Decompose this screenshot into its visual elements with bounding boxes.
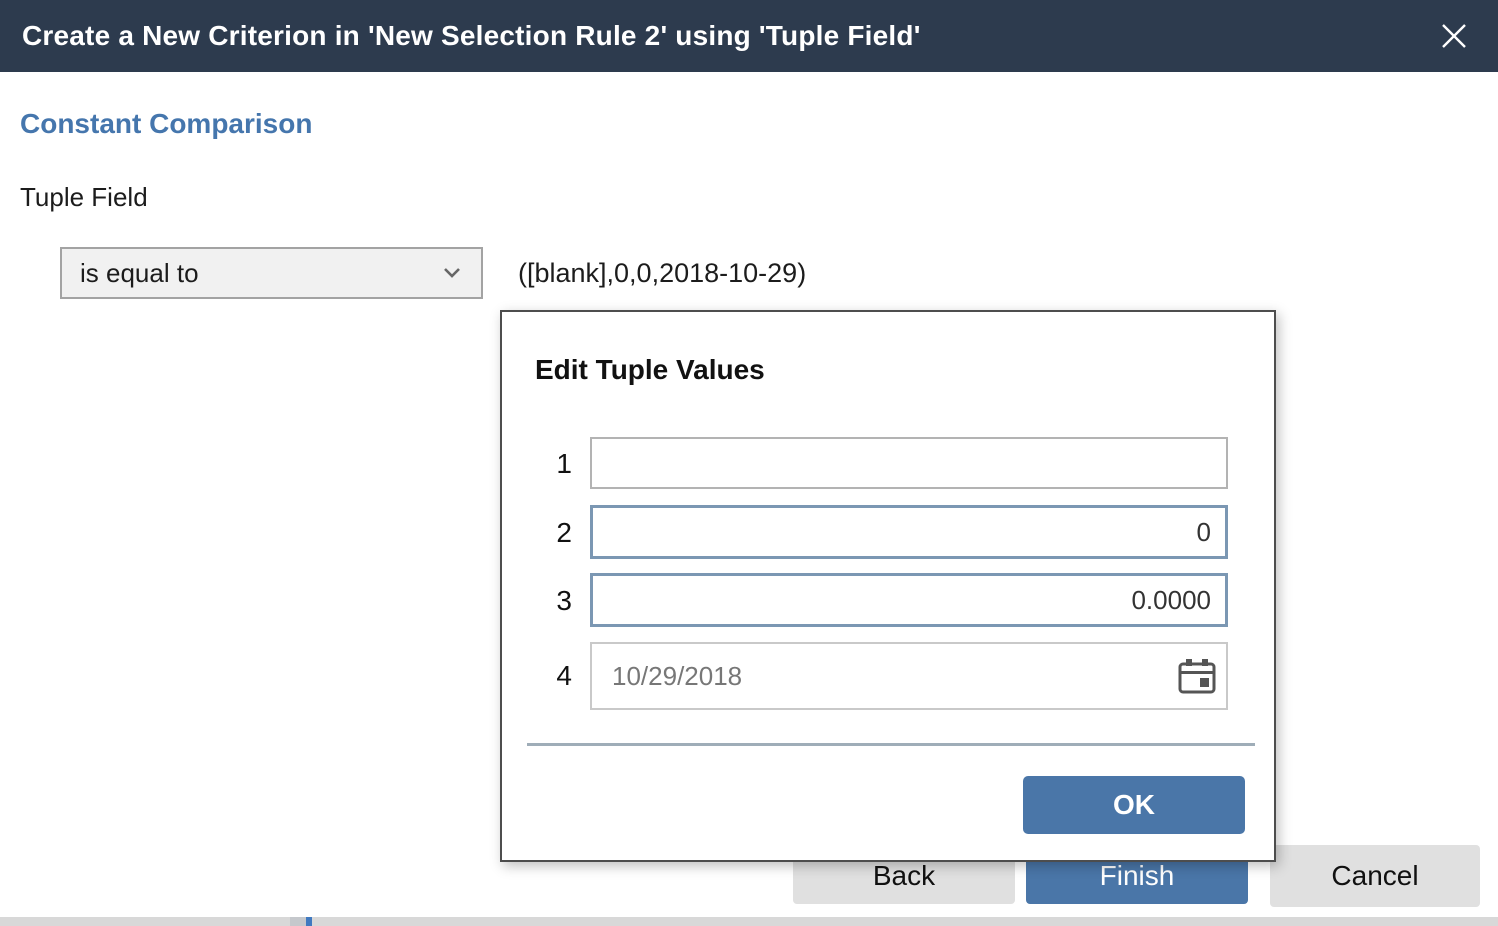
tuple-value-input-3[interactable] xyxy=(590,573,1228,627)
tuple-value-input-1[interactable] xyxy=(590,437,1228,489)
background-scrollbar-segment xyxy=(290,917,307,926)
dialog-title: Create a New Criterion in 'New Selection… xyxy=(22,20,921,51)
constant-comparison-heading: Constant Comparison xyxy=(20,108,313,139)
close-button[interactable] xyxy=(1432,18,1476,56)
tuple-row-label-2: 2 xyxy=(556,517,572,548)
tuple-value-preview: ([blank],0,0,2018-10-29) xyxy=(518,258,807,288)
tuple-row-label-1: 1 xyxy=(556,448,572,479)
tuple-row-label-4: 4 xyxy=(556,660,572,691)
tuple-value-input-2[interactable] xyxy=(590,505,1228,559)
close-icon xyxy=(1437,19,1471,56)
chevron-down-icon xyxy=(439,258,465,289)
modal-title: Edit Tuple Values xyxy=(535,354,765,385)
modal-divider xyxy=(527,743,1255,746)
operator-select-value: is equal to xyxy=(80,257,199,288)
cancel-button[interactable]: Cancel xyxy=(1270,845,1480,907)
calendar-icon xyxy=(1176,656,1218,699)
background-window-edge xyxy=(0,917,1498,926)
dialog-titlebar: Create a New Criterion in 'New Selection… xyxy=(0,0,1498,72)
edit-tuple-values-modal: Edit Tuple Values 1 2 3 4 OK xyxy=(500,310,1276,862)
calendar-picker-button[interactable] xyxy=(1174,656,1220,698)
tuple-date-input-4[interactable] xyxy=(590,642,1228,710)
ok-button[interactable]: OK xyxy=(1023,776,1245,834)
background-blue-marker xyxy=(306,917,312,926)
tuple-field-label: Tuple Field xyxy=(20,182,148,212)
operator-select[interactable]: is equal to xyxy=(60,247,483,299)
tuple-row-label-3: 3 xyxy=(556,585,572,616)
